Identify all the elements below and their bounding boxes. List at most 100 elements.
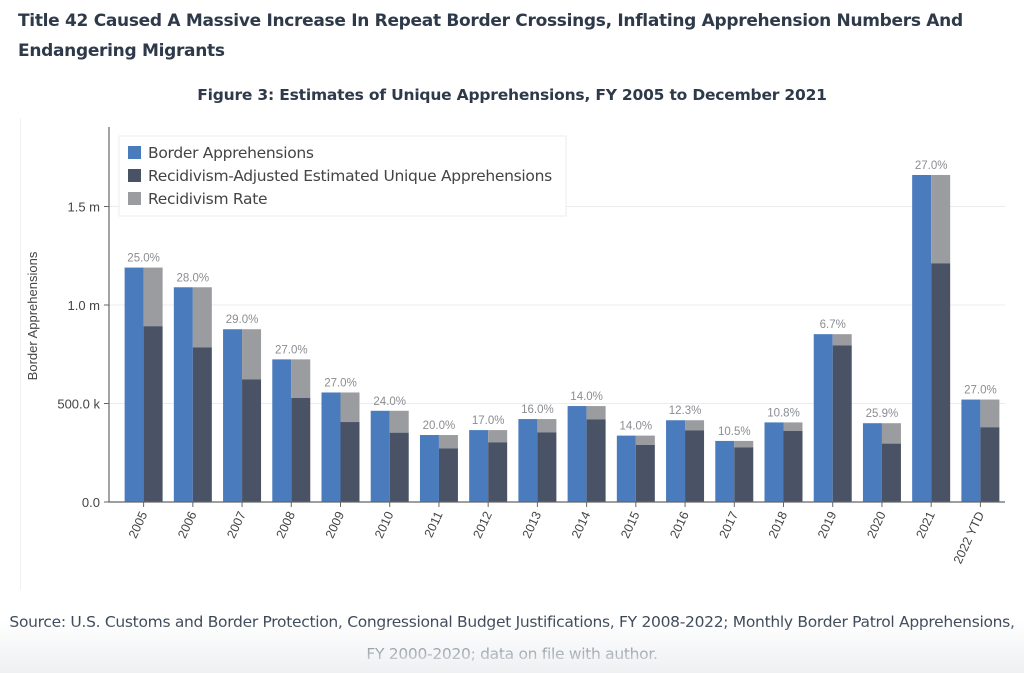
bar-unique-apprehensions [931,263,951,502]
y-tick-label: 1.5 m [67,200,100,215]
data-label: 27.0% [964,385,997,397]
bar-border-apprehensions [813,334,833,502]
bar-recidivism-rate [635,435,655,445]
x-tick-label: 2006 [175,509,199,540]
legend-swatch [128,169,141,182]
bar-border-apprehensions [419,435,439,502]
bar-recidivism-rate [242,329,262,380]
bar-unique-apprehensions [635,444,655,502]
data-labels: 25.0% 28.0% 29.0% 27.0% 27.0% 24.0% 20.0% 17.0%… [127,160,996,438]
bar-border-apprehensions [370,410,390,502]
x-tick-label: 2007 [224,509,248,540]
bar-border-apprehensions [223,329,243,502]
x-tick-label: 2016 [667,509,691,540]
bar-unique-apprehensions [340,422,360,502]
legend-swatch [128,146,141,159]
data-label: 16.0% [521,404,554,416]
bar-unique-apprehensions [438,448,458,502]
bar-border-apprehensions [764,422,784,502]
data-label: 10.8% [767,407,800,419]
data-label: 28.0% [177,272,210,284]
bar-border-apprehensions [518,419,538,502]
bar-recidivism-rate [881,423,901,444]
bar-recidivism-rate [685,420,705,431]
data-label: 10.5% [718,426,751,438]
bar-unique-apprehensions [783,431,803,502]
data-label: 25.9% [866,408,899,420]
y-tick-label: 1.0 m [67,298,100,313]
bar-unique-apprehensions [291,397,311,502]
bar-recidivism-rate [389,410,409,433]
bar-border-apprehensions [616,435,636,502]
bar-border-apprehensions [912,174,932,503]
bar-unique-apprehensions [734,447,754,502]
data-label: 25.0% [127,253,160,265]
x-tick-label: 2022 YTD [951,509,987,566]
legend: Border Apprehensions Recidivism-Adjusted … [118,135,567,217]
legend-swatch [128,192,141,205]
bar-unique-apprehensions [192,347,212,502]
x-tick-label: 2009 [323,509,347,540]
bar-border-apprehensions [862,423,882,502]
bar-unique-apprehensions [881,443,901,502]
bar-unique-apprehensions [537,432,557,502]
legend-label: Border Apprehensions [148,144,314,162]
bar-recidivism-rate [783,422,803,432]
bar-border-apprehensions [567,406,587,502]
bar-recidivism-rate [980,399,1000,428]
x-tick-label: 2011 [422,509,446,539]
bar-border-apprehensions [124,267,144,502]
legend-box [118,135,567,217]
y-tick-label: 500.0 k [57,397,100,412]
article-heading: Title 42 Caused A Massive Increase In Re… [18,11,963,61]
bar-unique-apprehensions [389,432,409,502]
bar-border-apprehensions [961,399,981,502]
bar-recidivism-rate [340,392,360,423]
data-label: 29.0% [226,314,259,326]
bar-recidivism-rate [931,174,951,264]
x-tick-label: 2020 [864,509,888,540]
bar-border-apprehensions [173,287,193,502]
x-tick-label: 2018 [766,509,790,540]
bar-recidivism-rate [537,419,557,433]
bar-recidivism-rate [586,406,606,420]
bar-unique-apprehensions [685,430,705,502]
x-tick-label: 2010 [372,509,396,540]
legend-label: Recidivism-Adjusted Estimated Unique App… [148,167,552,185]
bar-unique-apprehensions [586,419,606,502]
bar-recidivism-rate [734,440,754,448]
bar-border-apprehensions [272,359,292,502]
bar-recidivism-rate [438,435,458,449]
data-label: 27.0% [324,377,357,389]
data-label: 14.0% [570,391,603,403]
bar-unique-apprehensions [242,379,262,502]
legend-label: Recidivism Rate [148,190,267,208]
y-tick-label: 0.0 [82,495,100,510]
bar-recidivism-rate [192,287,212,348]
data-label: 24.0% [373,396,406,408]
x-tick-label: 2014 [569,509,593,540]
bar-border-apprehensions [666,420,686,502]
data-label: 14.0% [620,421,653,433]
data-label: 27.0% [915,160,948,172]
bar-border-apprehensions [321,392,341,502]
source-note: Source: U.S. Customs and Border Protecti… [9,613,1015,663]
bar-unique-apprehensions [143,326,163,502]
x-tick-label: 2017 [717,509,741,540]
x-tick-label: 2008 [274,509,298,540]
x-tick-label: 2019 [815,509,839,540]
bar-recidivism-rate [291,359,311,398]
bar-unique-apprehensions [488,442,508,502]
x-tick-label: 2012 [470,509,494,540]
bar-unique-apprehensions [832,345,852,502]
y-axis-label: Border Apprehensions [25,251,40,380]
bar-chart: 25.0% 28.0% 29.0% 27.0% 27.0% 24.0% 20.0% 17.0%… [25,127,1005,566]
chart-title: Figure 3: Estimates of Unique Apprehensi… [197,86,827,104]
data-label: 12.3% [669,405,702,417]
x-tick-label: 2013 [520,509,544,540]
x-tick-label: 2021 [913,509,937,540]
bar-border-apprehensions [469,430,489,502]
data-label: 17.0% [472,415,505,427]
chart-frame [20,118,1019,590]
bar-border-apprehensions [715,440,735,502]
